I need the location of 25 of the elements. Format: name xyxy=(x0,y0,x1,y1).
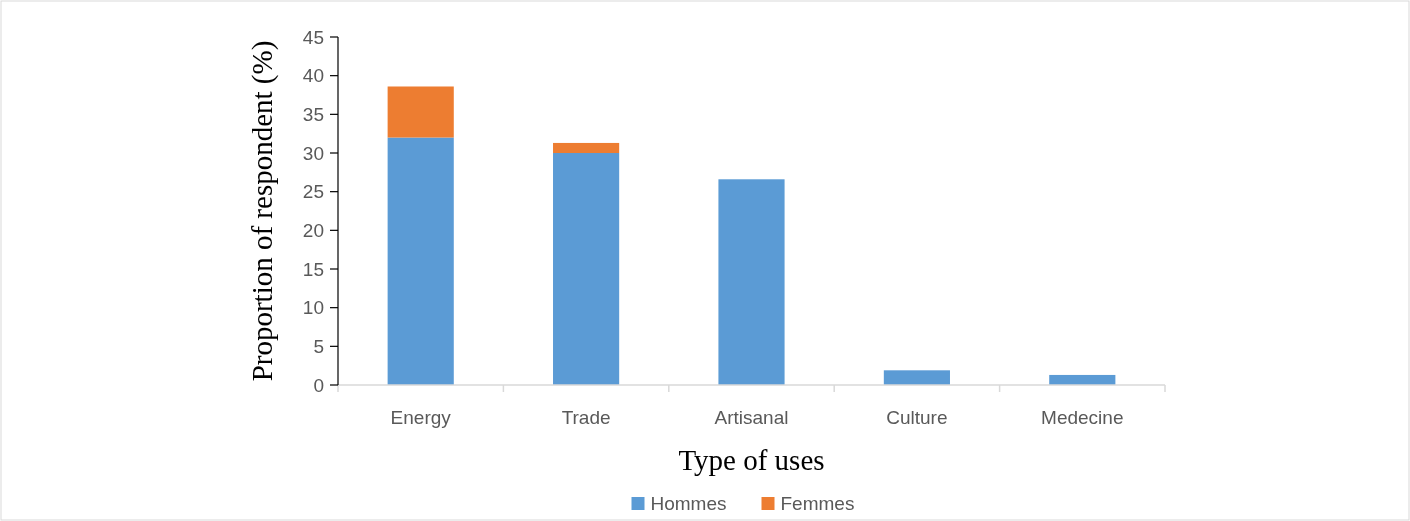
legend-label: Hommes xyxy=(650,493,727,514)
x-tick-label: Medecine xyxy=(1041,407,1124,428)
y-tick-label: 40 xyxy=(302,65,324,87)
legend-label: Femmes xyxy=(780,493,855,514)
y-tick-label: 35 xyxy=(302,103,324,125)
bar xyxy=(387,137,454,385)
y-tick-label: 25 xyxy=(302,181,324,203)
bar xyxy=(883,370,950,385)
x-tick-label: Artisanal xyxy=(714,407,789,428)
y-tick-label: 45 xyxy=(302,26,324,48)
x-tick-label: Trade xyxy=(561,407,611,428)
y-tick-label: 0 xyxy=(313,374,324,396)
bar xyxy=(553,153,620,385)
y-tick-label: 30 xyxy=(302,142,324,164)
x-axis-title: Type of uses xyxy=(678,444,825,476)
y-tick-label: 15 xyxy=(302,258,324,280)
bar xyxy=(553,142,620,153)
y-tick-label: 5 xyxy=(313,335,324,357)
y-tick-label: 20 xyxy=(302,219,324,241)
bar xyxy=(718,179,785,385)
y-tick-label: 10 xyxy=(302,297,324,319)
bar xyxy=(387,86,454,138)
y-axis-title: Proportion of respondent (%) xyxy=(246,40,279,382)
x-tick-label: Culture xyxy=(886,407,948,428)
x-tick-label: Energy xyxy=(390,407,452,428)
